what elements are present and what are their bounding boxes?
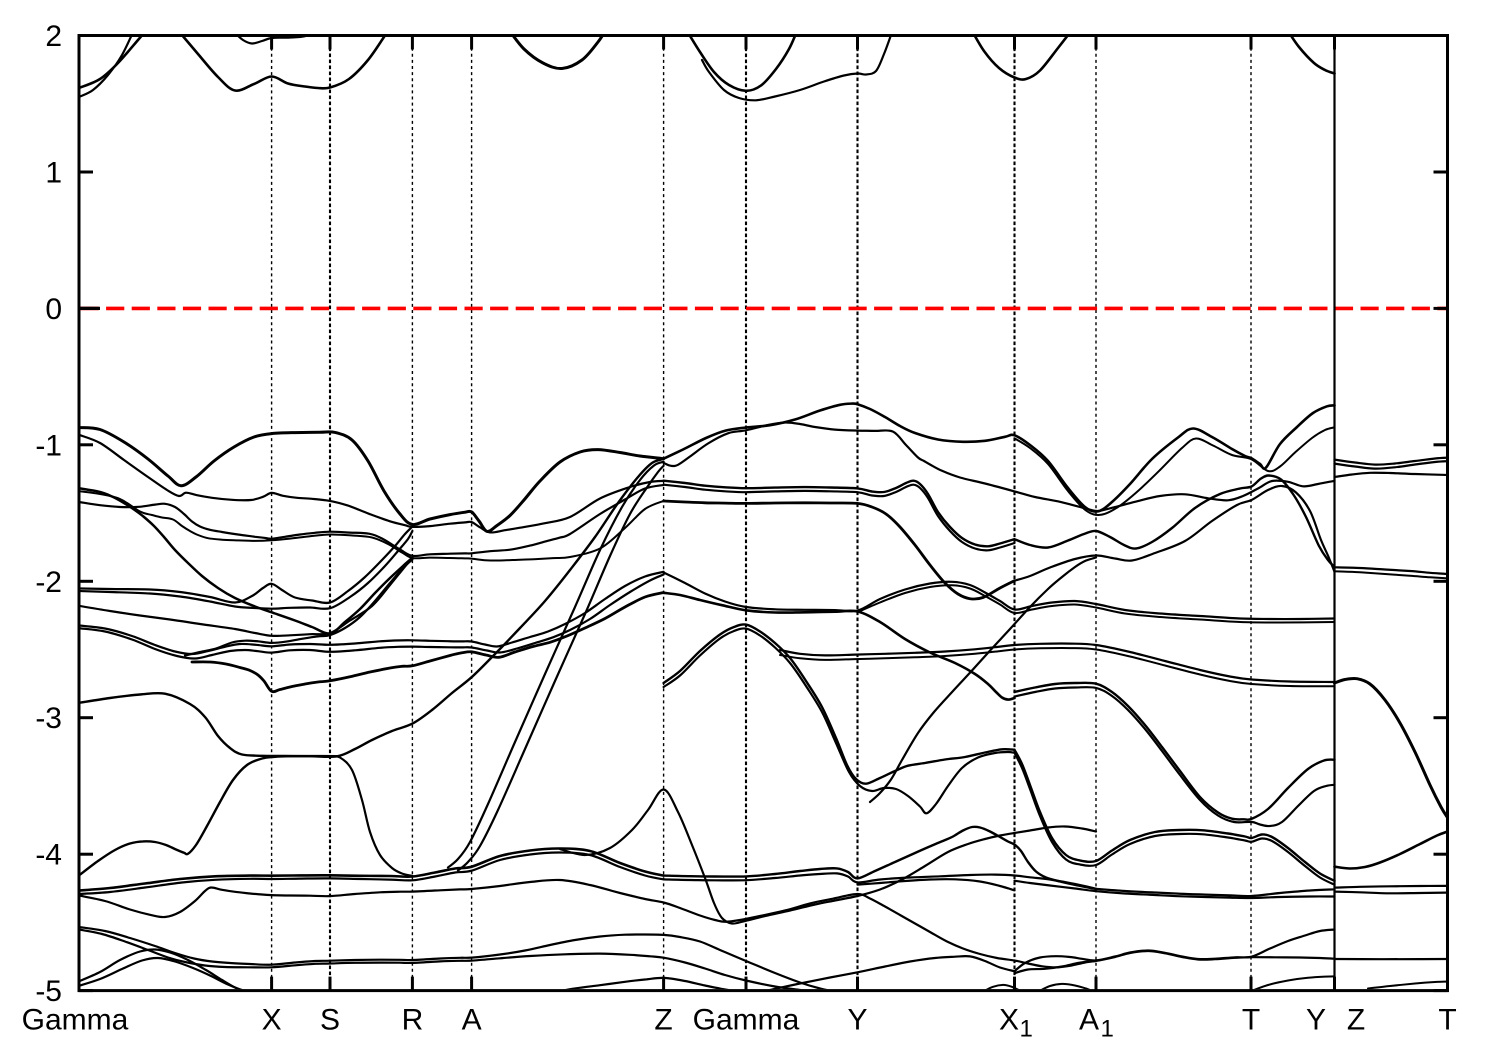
svg-text:X: X: [262, 1004, 282, 1037]
svg-text:X: X: [999, 1004, 1019, 1037]
svg-text:R: R: [402, 1004, 424, 1037]
svg-text:Y: Y: [1306, 1004, 1326, 1037]
svg-text:1: 1: [1020, 1016, 1033, 1043]
svg-text:Y: Y: [847, 1004, 867, 1037]
svg-text:T: T: [1242, 1004, 1260, 1037]
svg-text:Z: Z: [1347, 1004, 1365, 1037]
svg-text:A: A: [1079, 1004, 1099, 1037]
svg-text:-3: -3: [35, 702, 62, 735]
svg-text:A: A: [462, 1004, 482, 1037]
svg-text:0: 0: [45, 293, 62, 326]
svg-text:-4: -4: [35, 839, 62, 872]
svg-text:1: 1: [45, 157, 62, 190]
svg-text:S: S: [320, 1004, 340, 1037]
svg-text:Z: Z: [654, 1004, 672, 1037]
svg-text:1: 1: [1101, 1016, 1114, 1043]
svg-text:Gamma: Gamma: [693, 1004, 800, 1037]
svg-text:-1: -1: [35, 429, 62, 462]
svg-text:2: 2: [45, 20, 62, 53]
svg-text:-2: -2: [35, 566, 62, 599]
svg-text:T: T: [1438, 1004, 1456, 1037]
svg-text:-5: -5: [35, 975, 62, 1008]
svg-text:Gamma: Gamma: [22, 1004, 129, 1037]
